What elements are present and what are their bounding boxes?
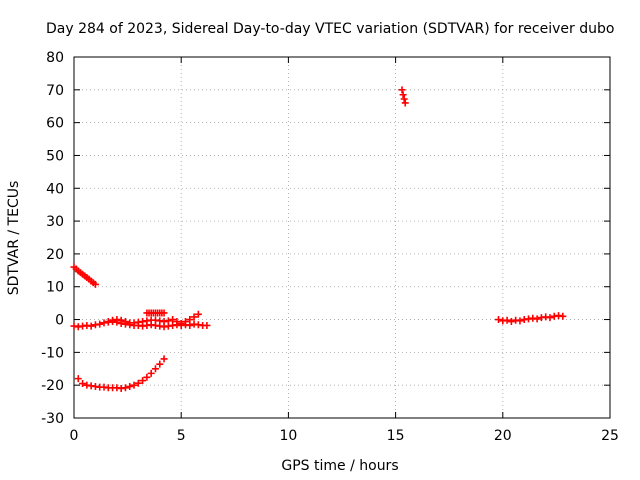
series-lower-arc bbox=[74, 355, 168, 392]
chart-title: Day 284 of 2023, Sidereal Day-to-day VTE… bbox=[46, 21, 614, 37]
data-point bbox=[533, 315, 541, 323]
data-point bbox=[495, 316, 503, 324]
data-point bbox=[186, 316, 194, 324]
y-tick-label: -20 bbox=[41, 378, 64, 394]
data-point bbox=[91, 280, 99, 288]
data-point bbox=[143, 373, 151, 381]
axes bbox=[73, 56, 611, 419]
y-tick-label: -10 bbox=[41, 345, 64, 361]
data-point bbox=[398, 86, 406, 94]
series-descending-arc bbox=[70, 263, 99, 288]
data-point bbox=[126, 382, 134, 390]
data-point bbox=[177, 319, 185, 327]
data-point bbox=[117, 316, 125, 324]
data-point bbox=[190, 313, 198, 321]
grid bbox=[74, 57, 610, 418]
x-ticks: 0 5 10 15 20 25 bbox=[70, 57, 619, 444]
y-tick-label: 10 bbox=[46, 280, 64, 296]
data-point bbox=[503, 316, 511, 324]
data-point bbox=[169, 316, 177, 324]
x-tick-label: 10 bbox=[279, 428, 297, 444]
data-point bbox=[130, 381, 138, 389]
data-point bbox=[151, 365, 159, 373]
data-point bbox=[87, 322, 95, 330]
data-point bbox=[134, 379, 142, 387]
data-point bbox=[546, 314, 554, 322]
data-point bbox=[121, 384, 129, 392]
x-tick-label: 20 bbox=[494, 428, 512, 444]
series-offset-cluster bbox=[143, 309, 168, 317]
data-point bbox=[516, 317, 524, 325]
data-point bbox=[164, 317, 172, 325]
data-point bbox=[400, 95, 408, 103]
y-tick-label: 30 bbox=[46, 214, 64, 230]
data-point bbox=[181, 318, 189, 326]
data-point bbox=[186, 321, 194, 329]
y-ticks: -30 -20 -10 0 10 20 30 40 50 60 70 80 bbox=[41, 50, 610, 427]
y-tick-label: 70 bbox=[46, 83, 64, 99]
series-upper-branch bbox=[104, 310, 202, 327]
data-point bbox=[139, 377, 147, 385]
data-point bbox=[160, 309, 168, 317]
data-point bbox=[507, 318, 515, 326]
x-tick-label: 5 bbox=[177, 428, 186, 444]
y-tick-label: 50 bbox=[46, 148, 64, 164]
data-point bbox=[194, 310, 202, 318]
y-axis-label: SDTVAR / TECUs bbox=[6, 181, 22, 296]
series-isolated-points bbox=[398, 86, 409, 107]
y-tick-label: 40 bbox=[46, 181, 64, 197]
data-point bbox=[121, 318, 129, 326]
data-point bbox=[104, 318, 112, 326]
y-tick-label: -30 bbox=[41, 411, 64, 427]
plot-border bbox=[73, 56, 611, 419]
y-tick-label: 80 bbox=[46, 50, 64, 66]
data-point bbox=[74, 375, 82, 383]
x-axis-label: GPS time / hours bbox=[281, 458, 398, 474]
series-evening-band bbox=[495, 312, 567, 326]
data-point bbox=[399, 91, 407, 99]
data-point bbox=[147, 369, 155, 377]
data-point bbox=[559, 312, 567, 320]
data-point bbox=[173, 318, 181, 326]
x-tick-label: 25 bbox=[601, 428, 619, 444]
data-point bbox=[401, 99, 409, 107]
data-point bbox=[79, 380, 87, 388]
data-point bbox=[160, 355, 168, 363]
data-point bbox=[203, 321, 211, 329]
x-tick-label: 15 bbox=[387, 428, 405, 444]
y-tick-label: 0 bbox=[55, 313, 64, 329]
data-points bbox=[70, 86, 567, 392]
y-tick-label: 20 bbox=[46, 247, 64, 263]
x-tick-label: 0 bbox=[70, 428, 79, 444]
y-tick-label: 60 bbox=[46, 116, 64, 132]
data-point bbox=[156, 360, 164, 368]
data-point bbox=[96, 320, 104, 328]
